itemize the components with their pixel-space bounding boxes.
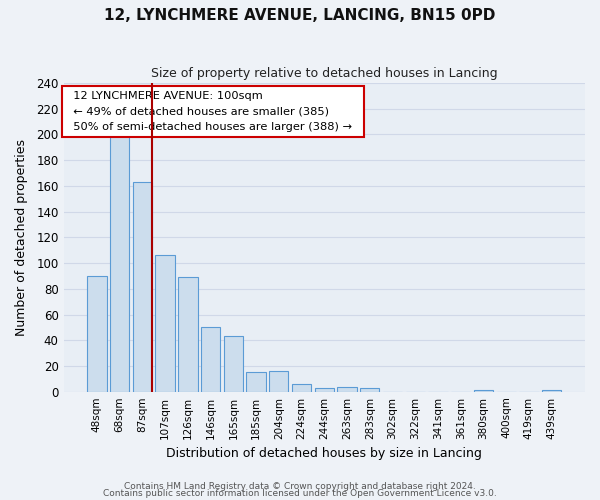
Bar: [360, 388, 379, 392]
Bar: [224, 336, 243, 392]
Text: Contains public sector information licensed under the Open Government Licence v3: Contains public sector information licen…: [103, 490, 497, 498]
Title: Size of property relative to detached houses in Lancing: Size of property relative to detached ho…: [151, 68, 497, 80]
X-axis label: Distribution of detached houses by size in Lancing: Distribution of detached houses by size …: [166, 447, 482, 460]
Text: 12 LYNCHMERE AVENUE: 100sqm
  ← 49% of detached houses are smaller (385)
  50% o: 12 LYNCHMERE AVENUE: 100sqm ← 49% of det…: [66, 91, 359, 132]
Bar: [474, 390, 493, 392]
Bar: [292, 384, 311, 392]
Bar: [542, 390, 561, 392]
Bar: [314, 388, 334, 392]
Bar: [247, 372, 266, 392]
Bar: [87, 276, 107, 392]
Bar: [201, 328, 220, 392]
Bar: [269, 371, 289, 392]
Bar: [110, 134, 130, 392]
Bar: [337, 386, 356, 392]
Bar: [133, 182, 152, 392]
Text: Contains HM Land Registry data © Crown copyright and database right 2024.: Contains HM Land Registry data © Crown c…: [124, 482, 476, 491]
Bar: [155, 256, 175, 392]
Y-axis label: Number of detached properties: Number of detached properties: [15, 139, 28, 336]
Text: 12, LYNCHMERE AVENUE, LANCING, BN15 0PD: 12, LYNCHMERE AVENUE, LANCING, BN15 0PD: [104, 8, 496, 22]
Bar: [178, 277, 197, 392]
